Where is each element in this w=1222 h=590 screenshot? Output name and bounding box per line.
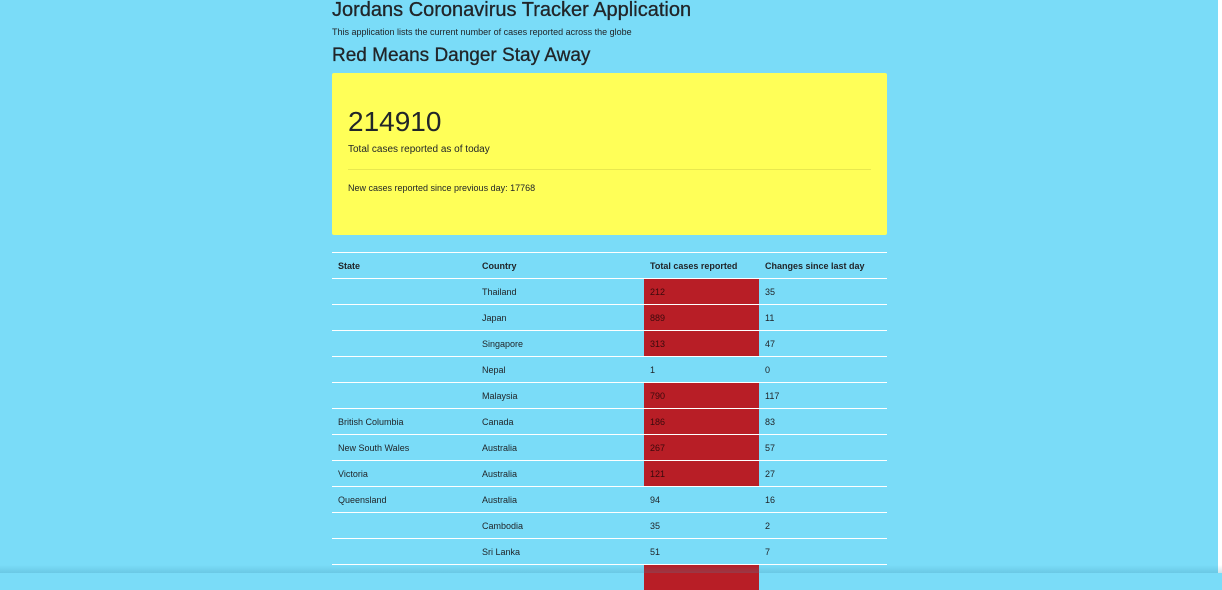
- cell-state: [332, 539, 476, 565]
- cell-change: 117: [759, 383, 887, 409]
- cell-change: 47: [759, 331, 887, 357]
- cell-state: British Columbia: [332, 409, 476, 435]
- cell-change: 27: [759, 461, 887, 487]
- cell-country: Japan: [476, 305, 644, 331]
- header-country: Country: [476, 253, 644, 279]
- cell-change: 16: [759, 487, 887, 513]
- cell-change: 57: [759, 435, 887, 461]
- cell-state: Queensland: [332, 487, 476, 513]
- cell-change: 35: [759, 279, 887, 305]
- cell-total-cases: 790: [644, 383, 759, 409]
- table-header-row: State Country Total cases reported Chang…: [332, 253, 887, 279]
- cell-change: 0: [759, 357, 887, 383]
- cell-total-cases: 51: [644, 539, 759, 565]
- cell-total-cases: 267: [644, 435, 759, 461]
- cell-country: Canada: [476, 409, 644, 435]
- cell-total-cases: 35: [644, 513, 759, 539]
- new-cases-text: New cases reported since previous day: 1…: [348, 183, 535, 193]
- page-title: Jordans Coronavirus Tracker Application: [332, 0, 887, 20]
- cell-total-cases: 889: [644, 305, 759, 331]
- cell-total-cases: 121: [644, 461, 759, 487]
- cell-change: 11: [759, 305, 887, 331]
- header-total-cases: Total cases reported: [644, 253, 759, 279]
- summary-panel: 214910 Total cases reported as of today …: [332, 73, 887, 235]
- total-cases-count: 214910: [348, 106, 441, 138]
- cell-total-cases: 313: [644, 331, 759, 357]
- main-container: Jordans Coronavirus Tracker Application …: [332, 0, 887, 590]
- cell-total-cases: 94: [644, 487, 759, 513]
- cell-state: [332, 357, 476, 383]
- cell-country: Australia: [476, 435, 644, 461]
- summary-divider: [348, 169, 871, 170]
- warning-heading: Red Means Danger Stay Away: [332, 46, 887, 66]
- cell-country: Australia: [476, 487, 644, 513]
- cell-total-cases: 186: [644, 409, 759, 435]
- cell-state: [332, 513, 476, 539]
- cell-total-cases: 212: [644, 279, 759, 305]
- page-subtitle: This application lists the current numbe…: [332, 26, 887, 38]
- cell-country: Thailand: [476, 279, 644, 305]
- cell-country: Malaysia: [476, 383, 644, 409]
- cell-change: 2: [759, 513, 887, 539]
- cell-country: Australia: [476, 461, 644, 487]
- cell-state: [332, 279, 476, 305]
- cell-state: Victoria: [332, 461, 476, 487]
- cell-country: Sri Lanka: [476, 539, 644, 565]
- header-state: State: [332, 253, 476, 279]
- total-cases-label: Total cases reported as of today: [348, 144, 490, 155]
- bottom-fade: [0, 565, 1222, 573]
- cell-total-cases: 1: [644, 357, 759, 383]
- window-edge: [1218, 0, 1222, 573]
- cell-change: 83: [759, 409, 887, 435]
- cases-table: State Country Total cases reported Chang…: [332, 252, 887, 590]
- cell-state: [332, 331, 476, 357]
- cell-country: Nepal: [476, 357, 644, 383]
- cell-state: [332, 305, 476, 331]
- cell-state: New South Wales: [332, 435, 476, 461]
- cell-country: Singapore: [476, 331, 644, 357]
- cell-change: 7: [759, 539, 887, 565]
- cell-state: [332, 383, 476, 409]
- header-changes: Changes since last day: [759, 253, 887, 279]
- cell-country: Cambodia: [476, 513, 644, 539]
